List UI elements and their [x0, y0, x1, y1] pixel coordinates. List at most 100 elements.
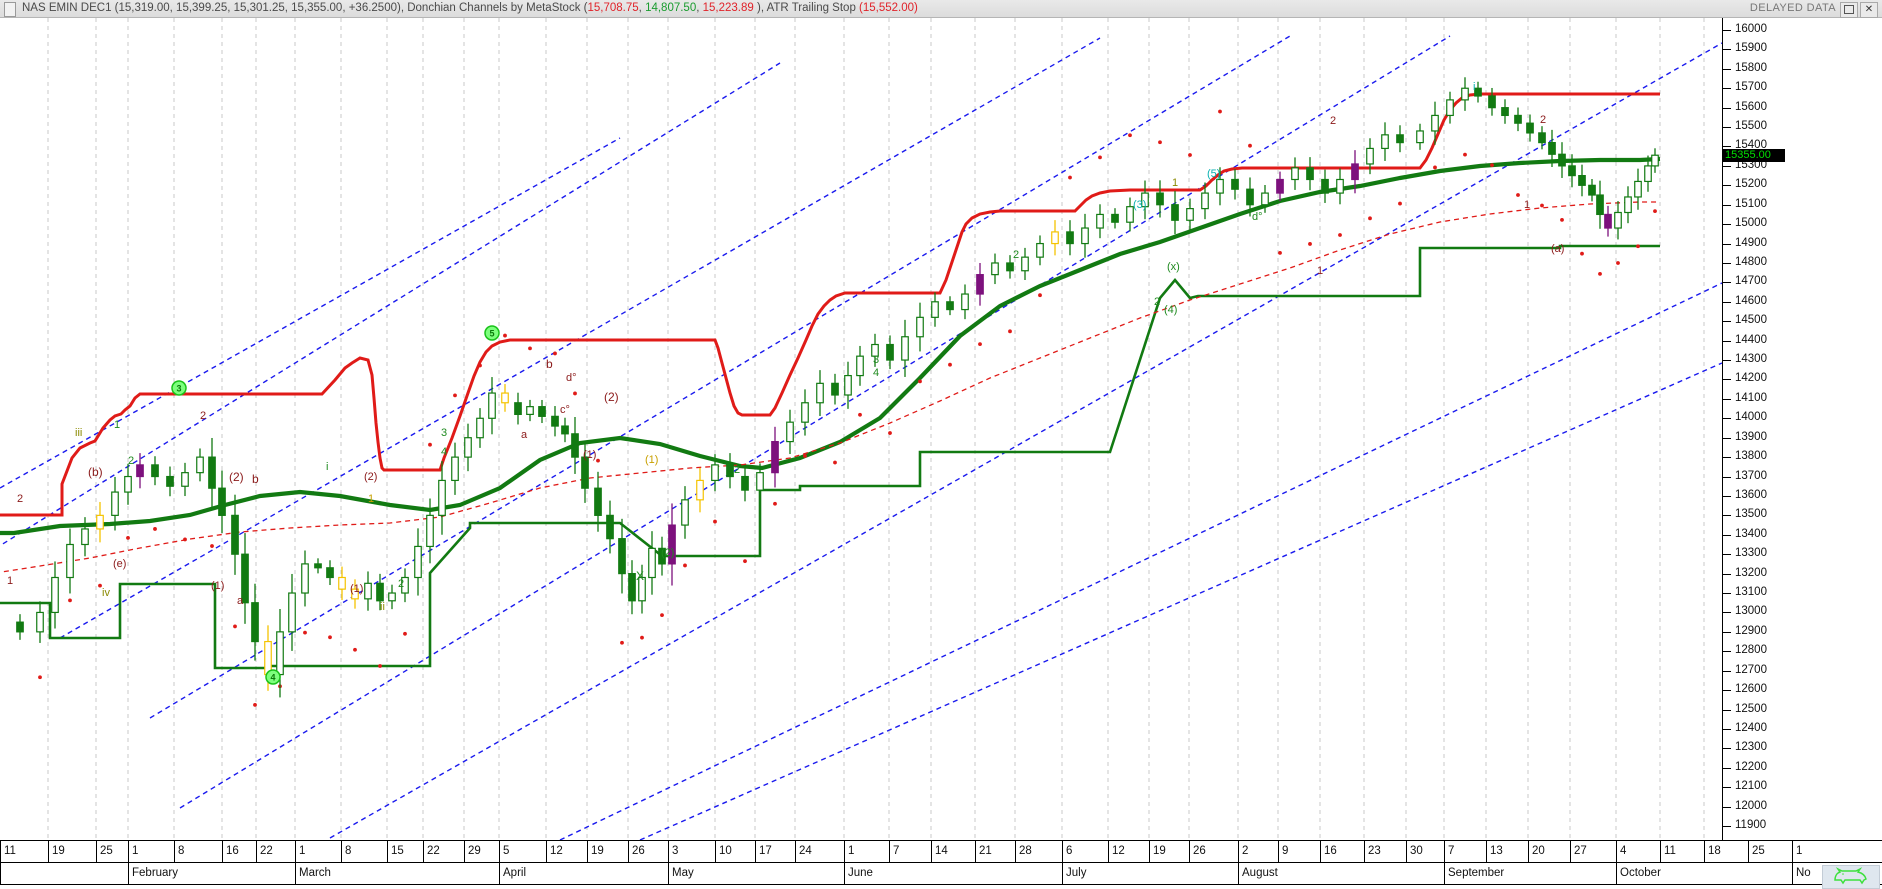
date-axis-month-cell: February: [128, 863, 295, 884]
price-axis[interactable]: 16000 15900 15800 15700 15600 15500 15400 15300…: [1722, 18, 1882, 840]
date-axis-day-cell: 1: [295, 841, 341, 862]
wave-label: (1): [645, 454, 658, 466]
date-axis-day-cell: 18: [1704, 841, 1748, 862]
price-tick: [1723, 476, 1731, 478]
price-tick-label: 13200: [1735, 566, 1767, 579]
price-tick-label: 12800: [1735, 644, 1767, 657]
wave-label: 2: [128, 455, 134, 467]
wave-label: 1: [1172, 177, 1178, 189]
price-tick: [1723, 224, 1731, 226]
price-tick-label: 13100: [1735, 586, 1767, 599]
price-tick-label: 16000: [1735, 23, 1767, 35]
price-tick-label: 13400: [1735, 527, 1767, 540]
date-axis-day-cell: 22: [256, 841, 295, 862]
price-tick-label: 15600: [1735, 100, 1767, 113]
price-tick-label: 14200: [1735, 372, 1767, 385]
wave-label: 2: [1154, 296, 1160, 308]
wave-label: (1): [350, 583, 363, 595]
wave-label: 3: [873, 354, 879, 366]
date-axis-months-row: February March April May June July August Septe…: [0, 863, 1882, 885]
date-axis-day-cell: 29: [464, 841, 499, 862]
price-tick: [1723, 398, 1731, 400]
date-axis-day-cell: 26: [628, 841, 668, 862]
date-axis-day-cell: 27: [1570, 841, 1616, 862]
price-tick: [1723, 612, 1731, 614]
price-tick-label: 12200: [1735, 760, 1767, 773]
price-tick-label: 14100: [1735, 391, 1767, 404]
price-tick: [1723, 262, 1731, 264]
restore-window-button[interactable]: [1840, 2, 1858, 18]
date-axis[interactable]: 11 19 25 1 8 16 22 1 8 15 22 29 5 12 19 26 3 10 17 24 1 7 14 21…: [0, 840, 1882, 889]
bull-indicator-icon[interactable]: [1822, 865, 1880, 889]
wave-label: 2: [1330, 115, 1336, 127]
chart-header-text: NAS EMIN DEC1 (15,319.00, 15,399.25, 15,…: [22, 2, 918, 15]
parabolic-sar-dots: [38, 109, 1657, 707]
pivot-marker: 3: [171, 380, 187, 396]
price-tick: [1723, 107, 1731, 109]
date-axis-day-cell: 7: [889, 841, 931, 862]
price-tick-label: 13700: [1735, 469, 1767, 482]
price-tick-label: 14800: [1735, 255, 1767, 268]
price-tick-label: 12400: [1735, 721, 1767, 734]
donchian-mid-value: 15,223.89: [702, 2, 754, 14]
date-axis-day-cell: 9: [1278, 841, 1320, 862]
price-tick: [1723, 690, 1731, 692]
date-axis-day-cell: 26: [1189, 841, 1238, 862]
price-tick: [1723, 49, 1731, 51]
wave-label: i: [1473, 81, 1475, 93]
price-tick: [1723, 767, 1731, 769]
donchian-upper-value: 15,708.75: [587, 2, 639, 14]
wave-label: a: [237, 595, 244, 607]
header-sep3: ,: [696, 2, 703, 14]
wave-label: 4: [873, 367, 879, 379]
price-tick: [1723, 340, 1731, 342]
date-axis-day-cell: 15: [387, 841, 423, 862]
date-axis-month-cell: September: [1444, 863, 1616, 884]
wave-label: (2): [229, 470, 244, 484]
price-tick: [1723, 631, 1731, 633]
date-axis-day-cell: 1: [128, 841, 174, 862]
price-tick: [1723, 165, 1731, 167]
price-tick: [1723, 185, 1731, 187]
svg-text:5: 5: [489, 329, 494, 339]
wave-label: 2: [17, 493, 23, 505]
date-axis-day-cell: 11: [0, 841, 48, 862]
restore-icon: [1844, 5, 1854, 14]
window-menu-icon[interactable]: [4, 2, 16, 17]
price-tick: [1723, 146, 1731, 148]
wave-label: 1: [7, 575, 13, 587]
price-tick-label: 14000: [1735, 411, 1767, 424]
wave-label: 2: [1013, 249, 1019, 261]
wave-label: (5): [1207, 168, 1220, 180]
date-axis-day-cell: 22: [423, 841, 464, 862]
wave-label: 2: [734, 464, 740, 476]
price-tick-label: 13500: [1735, 508, 1767, 521]
date-axis-day-cell: 25: [1748, 841, 1792, 862]
date-axis-day-cell: 16: [1320, 841, 1364, 862]
date-axis-day-cell: 19: [1149, 841, 1189, 862]
date-axis-day-cell: 16: [222, 841, 256, 862]
wave-label: (4): [1164, 304, 1177, 316]
close-window-button[interactable]: ✕: [1860, 2, 1878, 18]
date-axis-day-cell: 3: [668, 841, 715, 862]
date-axis-month-cell: April: [499, 863, 668, 884]
price-tick: [1723, 651, 1731, 653]
wave-label: iv: [102, 587, 110, 599]
price-tick: [1723, 437, 1731, 439]
price-tick: [1723, 573, 1731, 575]
price-tick-label: 11900: [1735, 819, 1767, 831]
price-tick: [1723, 787, 1731, 789]
wave-label: 2: [1540, 114, 1546, 126]
wave-label: a: [521, 429, 528, 441]
wave-label: (b): [88, 465, 103, 479]
date-axis-day-cell: 7: [1444, 841, 1486, 862]
wave-label: d°: [1252, 211, 1263, 223]
window-titlebar: NAS EMIN DEC1 (15,319.00, 15,399.25, 15,…: [0, 0, 1882, 18]
price-tick-label: 15100: [1735, 197, 1767, 210]
wave-label: 1: [114, 419, 120, 431]
price-tick-label: 12900: [1735, 624, 1767, 637]
price-tick-label: 15000: [1735, 217, 1767, 230]
price-tick-label: 15700: [1735, 81, 1767, 94]
vertical-gridlines: [47, 18, 1705, 840]
